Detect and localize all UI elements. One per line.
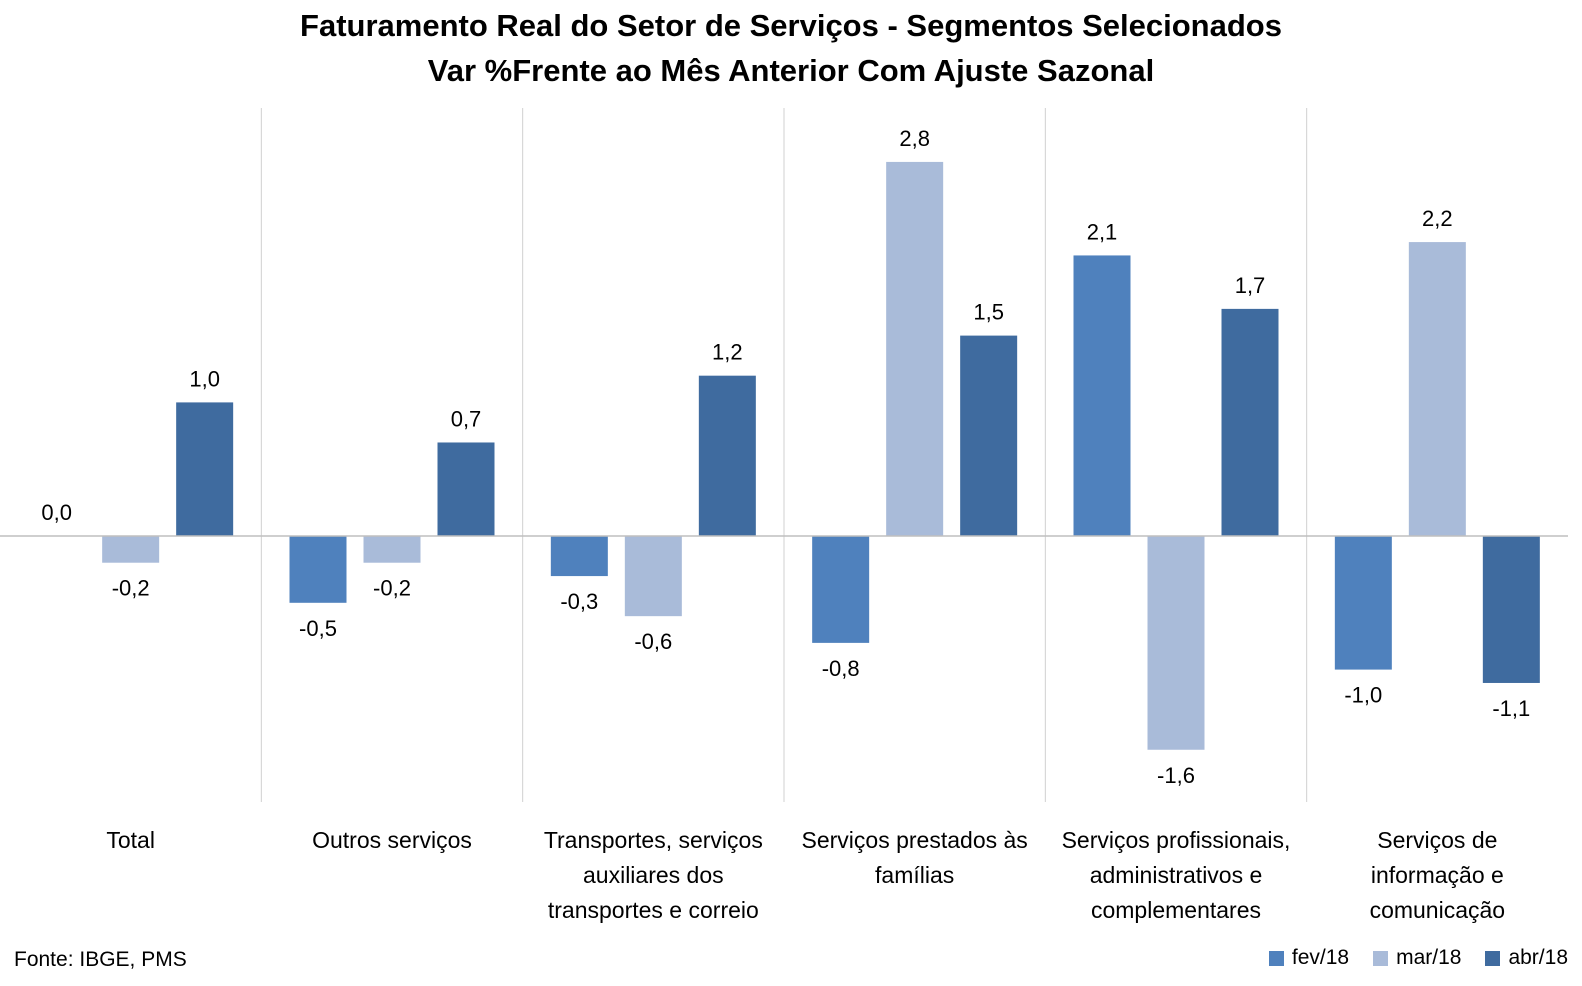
category-label: informação e xyxy=(1371,862,1504,888)
category-label: famílias xyxy=(875,862,954,888)
bar-fev18-1 xyxy=(289,536,347,603)
data-label: -0,6 xyxy=(634,629,672,654)
category-label: Transportes, serviços xyxy=(544,827,763,853)
bar-abr18-0 xyxy=(176,402,234,536)
bar-abr18-1 xyxy=(437,442,495,536)
category-label: Serviços de xyxy=(1377,827,1497,853)
data-label: -1,1 xyxy=(1492,696,1530,721)
legend-swatch-mar18 xyxy=(1373,950,1389,966)
bar-mar18-3 xyxy=(886,161,944,537)
chart-legend: fev/18 mar/18 abr/18 xyxy=(1245,946,1568,970)
category-label: transportes e correio xyxy=(548,897,759,923)
bar-mar18-2 xyxy=(624,536,682,617)
bar-fev18-5 xyxy=(1334,536,1392,670)
legend-item-abr18: abr/18 xyxy=(1485,946,1568,970)
data-label: 2,1 xyxy=(1087,219,1118,244)
bar-abr18-2 xyxy=(698,375,756,536)
category-label: auxiliares dos xyxy=(583,862,724,888)
bar-abr18-3 xyxy=(960,335,1018,536)
data-label: -1,6 xyxy=(1157,763,1195,788)
data-label: 1,5 xyxy=(973,300,1004,325)
category-label: comunicação xyxy=(1370,897,1506,923)
data-label: 1,0 xyxy=(189,366,220,391)
legend-label-fev18: fev/18 xyxy=(1291,946,1350,969)
data-label: -0,3 xyxy=(560,589,598,614)
legend-label-mar18: mar/18 xyxy=(1396,946,1462,969)
bar-mar18-0 xyxy=(102,536,160,563)
category-label: Serviços profissionais, xyxy=(1062,827,1291,853)
bar-mar18-4 xyxy=(1147,536,1205,750)
category-label: Total xyxy=(106,827,155,853)
data-label: -0,5 xyxy=(299,616,337,641)
legend-swatch-abr18 xyxy=(1485,950,1501,966)
source-note: Fonte: IBGE, PMS xyxy=(14,948,187,971)
data-label: 2,8 xyxy=(899,126,930,151)
data-label: -0,8 xyxy=(822,656,860,681)
category-label: administrativos e xyxy=(1090,862,1263,888)
legend-item-fev18: fev/18 xyxy=(1268,946,1350,970)
data-label: -1,0 xyxy=(1344,683,1382,708)
chart-subtitle: Var %Frente ao Mês Anterior Com Ajuste S… xyxy=(427,53,1155,88)
chart-title: Faturamento Real do Setor de Serviços - … xyxy=(300,8,1282,43)
data-label: -0,2 xyxy=(112,576,150,601)
bar-abr18-5 xyxy=(1482,536,1540,683)
bar-fev18-3 xyxy=(812,536,870,643)
data-label: -0,2 xyxy=(373,576,411,601)
bar-abr18-4 xyxy=(1221,308,1279,536)
bar-fev18-2 xyxy=(550,536,608,577)
data-label: 0,0 xyxy=(41,500,72,525)
data-label: 1,2 xyxy=(712,340,743,365)
bar-fev18-4 xyxy=(1073,255,1131,536)
bar-mar18-1 xyxy=(363,536,421,563)
legend-label-abr18: abr/18 xyxy=(1508,946,1568,969)
bar-mar18-5 xyxy=(1408,242,1466,536)
data-label: 2,2 xyxy=(1422,206,1453,231)
data-label: 0,7 xyxy=(451,406,482,431)
category-label: Serviços prestados às xyxy=(802,827,1028,853)
data-label: 1,7 xyxy=(1235,273,1266,298)
category-label: Outros serviços xyxy=(312,827,472,853)
category-label: complementares xyxy=(1091,897,1261,923)
legend-swatch-fev18 xyxy=(1268,950,1284,966)
legend-item-mar18: mar/18 xyxy=(1373,946,1461,970)
